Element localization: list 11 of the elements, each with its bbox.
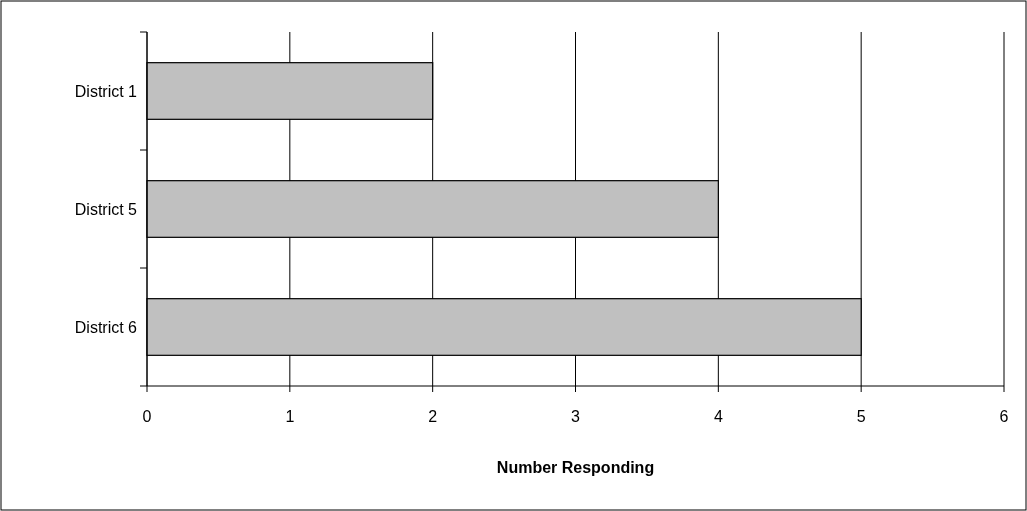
y-tick-label: District 5 bbox=[74, 200, 138, 218]
x-tick-label: 1 bbox=[285, 408, 295, 425]
x-axis-title: Number Responding bbox=[496, 459, 655, 476]
x-tick-label: 3 bbox=[571, 408, 581, 425]
x-tick-label: 6 bbox=[999, 408, 1009, 425]
x-tick-label: 2 bbox=[428, 408, 438, 425]
y-tick-label: District 6 bbox=[74, 318, 138, 336]
x-tick-label: 0 bbox=[142, 408, 152, 425]
x-tick-label: 4 bbox=[713, 408, 723, 425]
y-tick-label: District 1 bbox=[74, 82, 138, 100]
x-tick-label: 5 bbox=[856, 408, 866, 425]
